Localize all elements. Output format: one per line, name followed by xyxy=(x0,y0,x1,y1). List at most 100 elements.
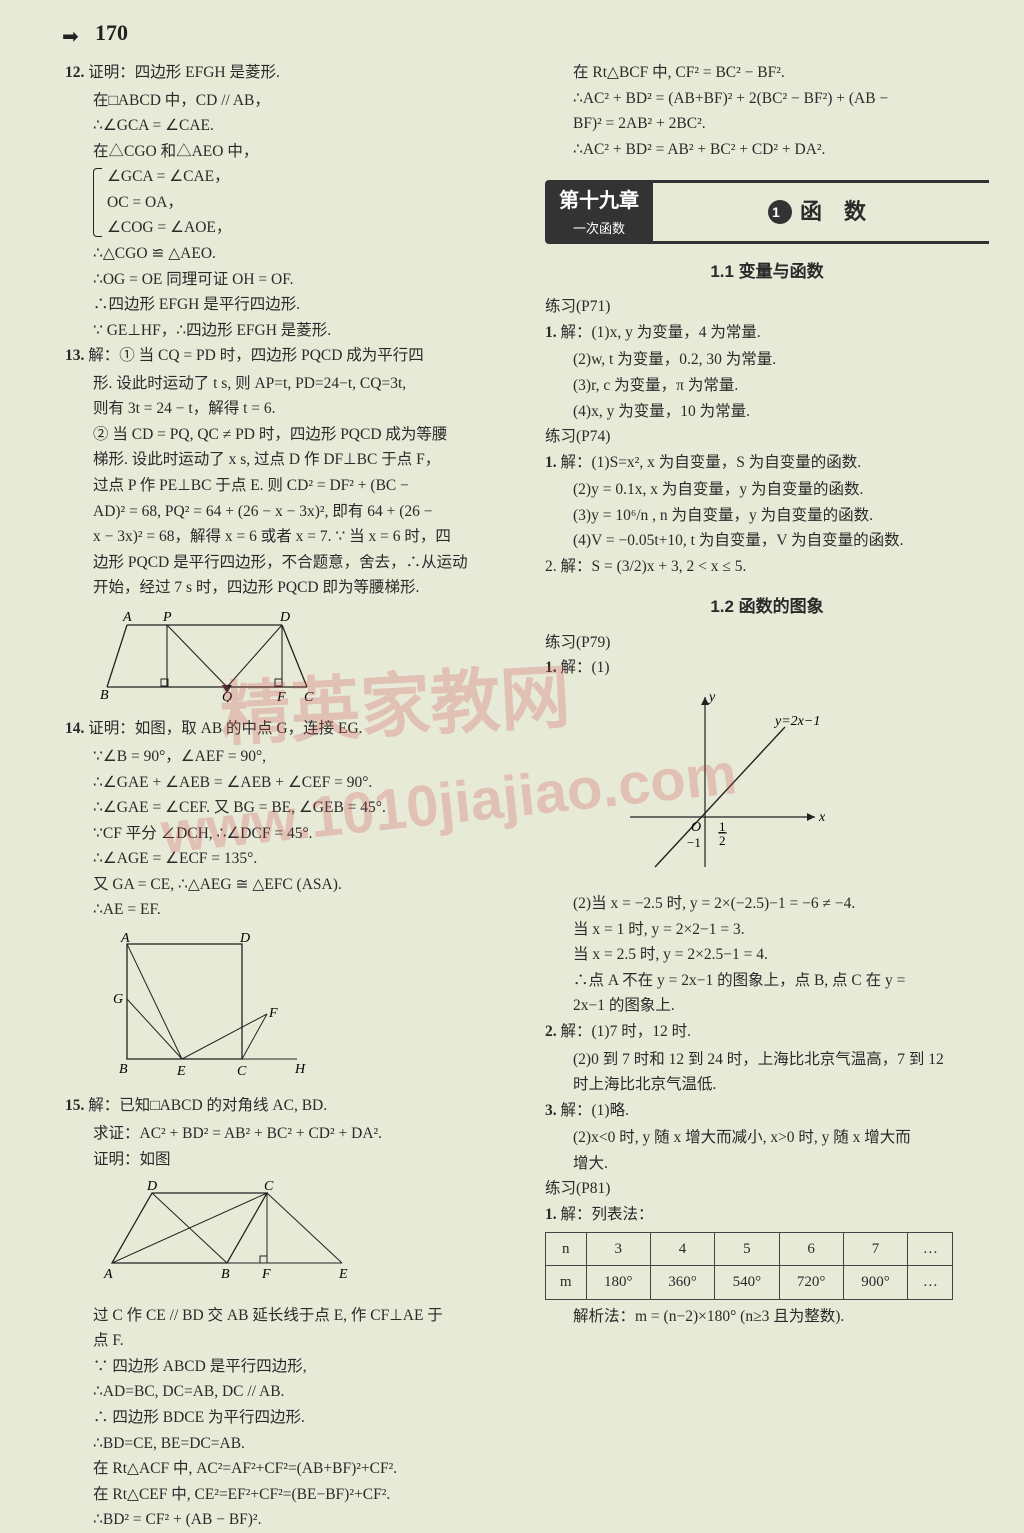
table-cell: m xyxy=(546,1266,587,1300)
trapezoid-svg: A P D B Q F C xyxy=(97,607,317,702)
table-cell: 7 xyxy=(843,1232,907,1266)
text-line: ② 当 CD = PQ, QC ≠ PD 时，四边形 PQCD 成为等腰 xyxy=(65,422,512,448)
practice-label: 练习(P74) xyxy=(545,424,989,450)
text-line: ∴AC² + BD² = AB² + BC² + CD² + DA². xyxy=(545,137,989,163)
text-line: ∴AD=BC, DC=AB, DC // AB. xyxy=(65,1379,512,1405)
brace-line: OC = OA， xyxy=(107,190,512,216)
problem-15: 15. 解：已知□ABCD 的对角线 AC, BD. xyxy=(65,1093,512,1119)
problem-head: 解：(1)略. xyxy=(561,1102,629,1119)
square-svg: A D G F B E C H xyxy=(97,929,317,1079)
graph-svg: y=2x−1 x y O 1 2 −1 xyxy=(615,687,835,877)
text-line: 增大. xyxy=(545,1151,989,1177)
left-column: 12. 证明：四边形 EFGH 是菱形. 在□ABCD 中，CD // AB， … xyxy=(60,20,527,1457)
svg-text:Q: Q xyxy=(222,690,232,702)
practice-label: 练习(P81) xyxy=(545,1176,989,1202)
svg-text:A: A xyxy=(120,931,130,946)
polygon-table: n 3 4 5 6 7 … m 180° 360° 540° 720° 900°… xyxy=(545,1232,953,1301)
svg-text:C: C xyxy=(304,690,314,702)
chapter-subtitle: 一次函数 xyxy=(573,218,625,239)
text-line: ∵∠B = 90°，∠AEF = 90°, xyxy=(65,744,512,770)
problem-head: 解：已知□ABCD 的对角线 AC, BD. xyxy=(88,1097,327,1114)
svg-text:x: x xyxy=(818,810,826,825)
svg-text:O: O xyxy=(691,820,701,835)
text-line: ∴点 A 不在 y = 2x−1 的图象上，点 B, 点 C 在 y = xyxy=(545,968,989,994)
problem-head: 解：① 当 CQ = PD 时，四边形 PQCD 成为平行四 xyxy=(88,347,424,364)
chapter-title-bar: 1 函 数 xyxy=(653,180,989,244)
text-line: (2)x<0 时, y 随 x 增大而减小, x>0 时, y 随 x 增大而 xyxy=(545,1125,989,1151)
text-line: ∴四边形 EFGH 是平行四边形. xyxy=(65,292,512,318)
svg-text:F: F xyxy=(261,1267,271,1282)
text-line: 在 Rt△ACF 中, AC²=AF²+CF²=(AB+BF)²+CF². xyxy=(65,1456,512,1482)
problem-number: 13. xyxy=(65,347,84,364)
problem-number: 3. xyxy=(545,1102,557,1119)
table-cell: 4 xyxy=(650,1232,714,1266)
brace-line: ∠COG = ∠AOE， xyxy=(107,215,512,241)
text-line: 形. 设此时运动了 t s, 则 AP=t, PD=24−t, CQ=3t, xyxy=(65,371,512,397)
text-line: ∴∠GAE = ∠CEF. 又 BG = BE, ∠GEB = 45°. xyxy=(65,795,512,821)
right-column: 在 Rt△BCF 中, CF² = BC² − BF². ∴AC² + BD² … xyxy=(527,20,994,1457)
problem-number: 2. xyxy=(545,1023,557,1040)
problem-head: 解：(1) xyxy=(561,659,610,676)
text-line: 解析法：m = (n−2)×180° (n≥3 且为整数). xyxy=(545,1304,989,1330)
svg-text:y: y xyxy=(707,690,716,705)
problem-number: 1. xyxy=(545,454,557,471)
text-line: (4)V = −0.05t+10, t 为自变量，V 为自变量的函数. xyxy=(545,528,989,554)
svg-text:C: C xyxy=(264,1179,274,1194)
text-line: 点 F. xyxy=(65,1328,512,1354)
svg-text:B: B xyxy=(221,1267,230,1282)
diagram-trapezoid: A P D B Q F C xyxy=(97,607,512,711)
svg-text:B: B xyxy=(119,1062,128,1077)
table-row: n 3 4 5 6 7 … xyxy=(546,1232,953,1266)
table-row: m 180° 360° 540° 720° 900° … xyxy=(546,1266,953,1300)
text-line: 则有 3t = 24 − t，解得 t = 6. xyxy=(65,396,512,422)
parallelogram-svg: D C A B F E xyxy=(97,1178,357,1288)
text-line: ∴∠AGE = ∠ECF = 135°. xyxy=(65,846,512,872)
text-line: ∴∠GAE + ∠AEB = ∠AEB + ∠CEF = 90°. xyxy=(65,770,512,796)
problem-p79-1: 1. 解：(1) xyxy=(545,655,989,681)
text-line: ∴BD² = CF² + (AB − BF)². xyxy=(65,1507,512,1533)
svg-text:D: D xyxy=(239,931,250,946)
svg-text:1: 1 xyxy=(719,819,726,834)
text-line: (3)y = 10⁶/n , n 为自变量，y 为自变量的函数. xyxy=(545,503,989,529)
text-line: 在△CGO 和△AEO 中， xyxy=(65,139,512,165)
text-line: 证明：如图 xyxy=(65,1147,512,1173)
svg-text:E: E xyxy=(338,1267,348,1282)
text-line: ∴∠GCA = ∠CAE. xyxy=(65,113,512,139)
problem-head: 证明：四边形 EFGH 是菱形. xyxy=(88,64,280,81)
table-cell: n xyxy=(546,1232,587,1266)
text-line: 过 C 作 CE // BD 交 AB 延长线于点 E, 作 CF⊥AE 于 xyxy=(65,1303,512,1329)
chapter-banner: 第十九章 一次函数 1 函 数 xyxy=(545,180,989,244)
svg-text:2: 2 xyxy=(719,833,726,848)
problem-number: 14. xyxy=(65,720,84,737)
problem-p79-2: 2. 解：(1)7 时，12 时. xyxy=(545,1019,989,1045)
svg-text:D: D xyxy=(279,610,290,625)
table-cell: 5 xyxy=(715,1232,779,1266)
problem-p81-1: 1. 解：列表法： xyxy=(545,1202,989,1228)
table-cell: … xyxy=(908,1266,953,1300)
text-line: ∵ GE⊥HF，∴四边形 EFGH 是菱形. xyxy=(65,318,512,344)
practice-label: 练习(P79) xyxy=(545,630,989,656)
text-line: (3)r, c 为变量，π 为常量. xyxy=(545,373,989,399)
text-line: ∴AC² + BD² = (AB+BF)² + 2(BC² − BF²) + (… xyxy=(545,86,989,112)
problem-number: 12. xyxy=(65,64,84,81)
text-line: ∴ 四边形 BDCE 为平行四边形. xyxy=(65,1405,512,1431)
svg-text:H: H xyxy=(294,1062,306,1077)
text-line: ∴BD=CE, BE=DC=AB. xyxy=(65,1431,512,1457)
problem-p71-1: 1. 解：(1)x, y 为变量，4 为常量. xyxy=(545,320,989,346)
section-1-1-title: 1.1 变量与函数 xyxy=(545,258,989,286)
text-line: (2)w, t 为变量，0.2, 30 为常量. xyxy=(545,347,989,373)
line-graph: y=2x−1 x y O 1 2 −1 xyxy=(615,687,989,886)
text-line: 当 x = 1 时, y = 2×2−1 = 3. xyxy=(545,917,989,943)
problem-number: 1. xyxy=(545,659,557,676)
table-cell: 720° xyxy=(779,1266,843,1300)
diagram-square: A D G F B E C H xyxy=(97,929,512,1088)
problem-12: 12. 证明：四边形 EFGH 是菱形. xyxy=(65,60,512,86)
chapter-title: 函 数 xyxy=(800,194,874,230)
table-cell: 360° xyxy=(650,1266,714,1300)
table-cell: 540° xyxy=(715,1266,779,1300)
text-line: 梯形. 设此时运动了 x s, 过点 D 作 DF⊥BC 于点 F， xyxy=(65,447,512,473)
svg-text:B: B xyxy=(100,688,109,702)
svg-text:P: P xyxy=(162,610,172,625)
svg-text:A: A xyxy=(122,610,132,625)
problem-text: 2. 解：S = (3/2)x + 3, 2 < x ≤ 5. xyxy=(545,558,746,575)
